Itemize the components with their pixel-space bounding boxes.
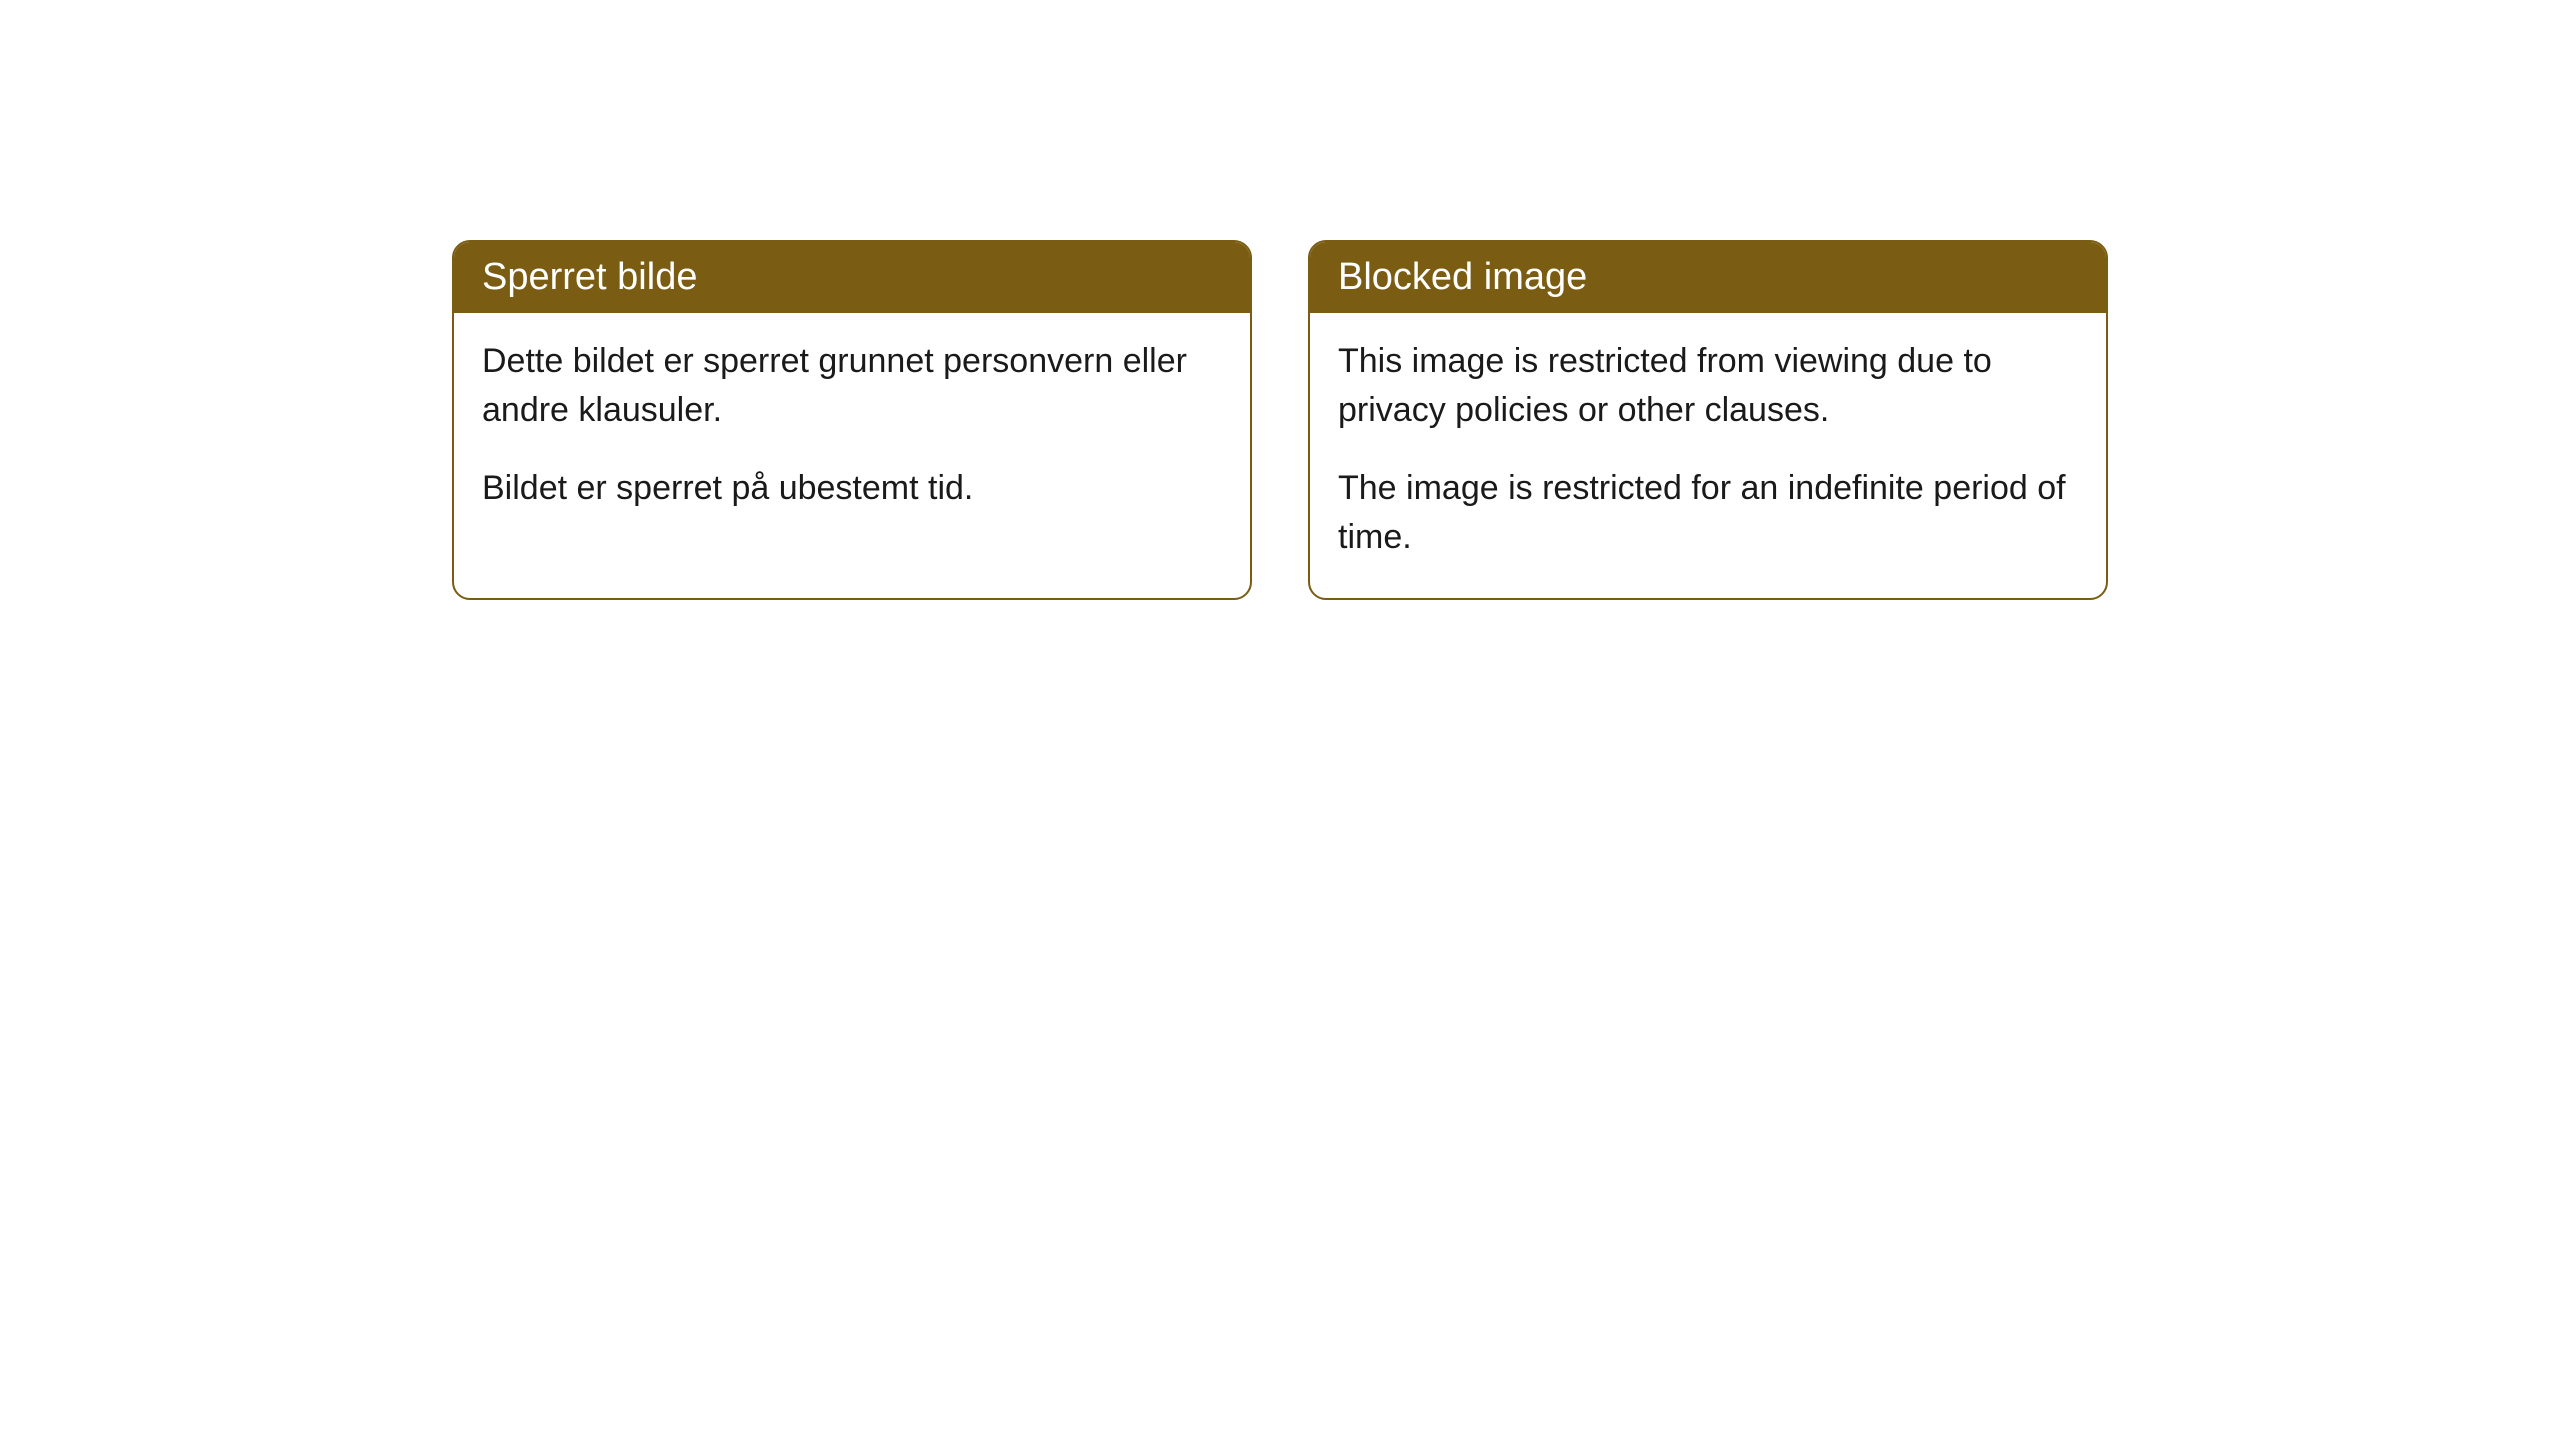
card-paragraph-1-no: Dette bildet er sperret grunnet personve…: [482, 337, 1222, 436]
blocked-image-card-en: Blocked image This image is restricted f…: [1308, 240, 2108, 600]
card-title-en: Blocked image: [1338, 256, 1587, 298]
card-header-en: Blocked image: [1310, 242, 2106, 313]
card-title-no: Sperret bilde: [482, 256, 697, 298]
card-header-no: Sperret bilde: [454, 242, 1250, 313]
card-paragraph-1-en: This image is restricted from viewing du…: [1338, 337, 2078, 436]
card-paragraph-2-no: Bildet er sperret på ubestemt tid.: [482, 464, 1222, 513]
card-body-en: This image is restricted from viewing du…: [1310, 313, 2106, 598]
card-paragraph-2-en: The image is restricted for an indefinit…: [1338, 464, 2078, 563]
card-body-no: Dette bildet er sperret grunnet personve…: [454, 313, 1250, 549]
blocked-image-card-no: Sperret bilde Dette bildet er sperret gr…: [452, 240, 1252, 600]
cards-container: Sperret bilde Dette bildet er sperret gr…: [452, 240, 2108, 600]
